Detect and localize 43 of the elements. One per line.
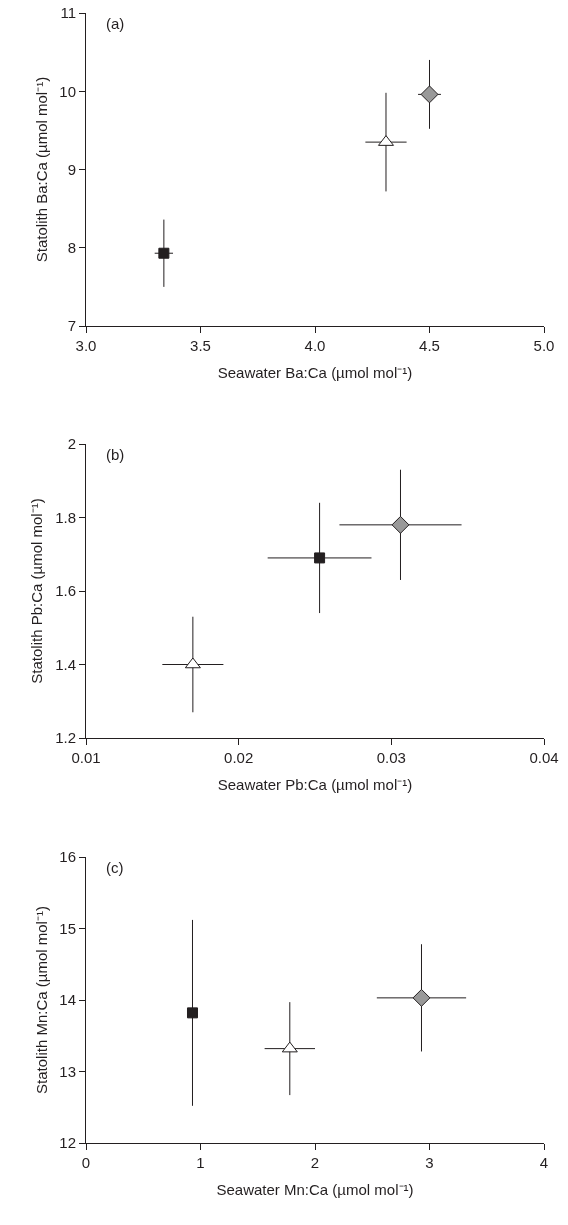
x-tick-label: 2 xyxy=(310,1154,320,1171)
point xyxy=(314,552,326,564)
x-axis-title: Seawater Pb:Ca (µmol mol⁻¹) xyxy=(217,776,413,793)
annotation: (c) xyxy=(106,859,124,876)
y-tick-label: 11 xyxy=(60,4,76,22)
y-axis-title: Statolith Pb:Ca (µmol mol⁻¹) xyxy=(28,498,46,684)
y-tick-label: 1.6 xyxy=(55,582,76,600)
point xyxy=(158,247,170,259)
annotation: (b) xyxy=(106,446,125,463)
y-tick-label: 15 xyxy=(59,919,76,937)
x-tick-label: 3 xyxy=(425,1154,434,1171)
x-tick-label: 4.0 xyxy=(304,337,326,354)
annotation: (a) xyxy=(106,15,125,32)
y-tick-label: 16 xyxy=(59,848,76,866)
y-tick-label: 2 xyxy=(67,435,76,453)
x-tick-label: 4 xyxy=(539,1154,549,1171)
y-tick-label: 12 xyxy=(59,1134,76,1152)
x-tick-label: 3.0 xyxy=(75,337,97,354)
x-tick-label: 0.01 xyxy=(71,749,101,766)
x-tick-label: 1 xyxy=(196,1154,205,1171)
y-tick-label: 1.2 xyxy=(55,729,76,747)
y-tick-label: 1.4 xyxy=(55,655,76,673)
y-tick-label: 10 xyxy=(59,82,76,100)
y-axis-title: Statolith Ba:Ca (µmol mol⁻¹) xyxy=(32,76,50,263)
y-tick-label: 1.8 xyxy=(55,508,76,526)
y-tick-label: 7 xyxy=(67,317,76,335)
y-tick-label: 13 xyxy=(59,1062,76,1080)
x-tick-label: 5.0 xyxy=(533,337,555,354)
x-tick-label: 4.5 xyxy=(419,337,440,354)
y-tick-label: 14 xyxy=(59,991,76,1009)
x-tick-label: 0 xyxy=(81,1154,91,1171)
x-tick-label: 0.03 xyxy=(376,749,406,766)
point xyxy=(391,515,410,534)
point xyxy=(420,85,439,104)
point xyxy=(184,657,201,669)
y-tick-label: 8 xyxy=(67,239,76,256)
x-axis-title: Seawater Mn:Ca (µmol mol⁻¹) xyxy=(216,1181,414,1198)
x-tick-label: 0.02 xyxy=(224,749,254,766)
y-tick-label: 9 xyxy=(67,160,76,178)
x-axis-title: Seawater Ba:Ca (µmol mol⁻¹) xyxy=(217,364,413,381)
y-axis-title: Statolith Mn:Ca (µmol mol⁻¹) xyxy=(32,906,50,1094)
x-tick-label: 3.5 xyxy=(190,337,211,354)
x-tick-label: 0.04 xyxy=(529,749,559,766)
